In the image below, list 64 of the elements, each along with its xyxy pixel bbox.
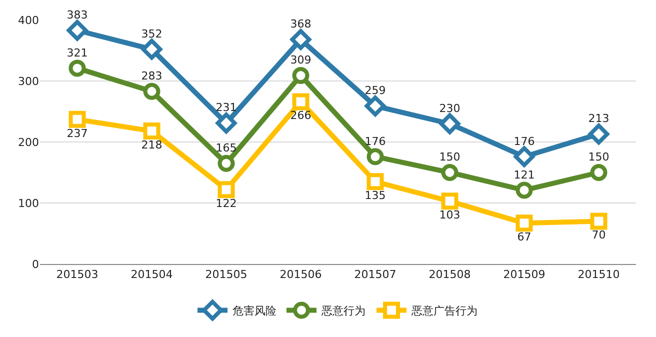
data-label: 230: [439, 102, 460, 115]
point: [143, 82, 160, 100]
data-label: 70: [592, 228, 606, 242]
data-label: 150: [588, 150, 610, 164]
x-tick-label: 201509: [503, 268, 546, 282]
point: [516, 182, 533, 199]
point: [590, 164, 608, 181]
data-label: 176: [364, 134, 386, 148]
y-tick-label: 200: [18, 136, 39, 149]
y-tick-label: 400: [18, 14, 39, 27]
y-tick-label: 300: [18, 74, 39, 88]
data-label: 67: [517, 230, 532, 244]
point: [292, 93, 310, 110]
point: [292, 67, 310, 84]
point: [68, 60, 86, 77]
legend-label: 恶意行为: [320, 304, 366, 318]
legend-label: 危害风险: [232, 304, 276, 318]
data-label: 237: [66, 126, 88, 140]
x-tick-label: 201510: [578, 268, 620, 282]
point: [218, 154, 235, 172]
data-label: 213: [588, 112, 610, 126]
point: [66, 20, 88, 41]
data-label: 368: [290, 18, 312, 31]
data-label: 321: [66, 46, 88, 60]
point: [441, 192, 458, 210]
point: [141, 38, 162, 60]
data-label: 103: [439, 208, 460, 222]
point: [516, 214, 533, 232]
point: [590, 212, 608, 230]
x-tick-label: 201506: [280, 268, 322, 282]
x-tick-label: 201505: [205, 268, 248, 282]
data-label: 121: [514, 168, 535, 182]
data-label: 135: [364, 189, 386, 202]
point: [216, 112, 237, 134]
x-tick-label: 201507: [354, 268, 396, 282]
data-label: 218: [141, 138, 162, 152]
data-label: 266: [290, 109, 312, 122]
data-label: 352: [141, 27, 162, 40]
point: [68, 110, 86, 128]
data-label: 231: [216, 101, 237, 114]
x-tick-label: 201503: [56, 268, 98, 282]
point: [588, 124, 610, 145]
point: [218, 181, 235, 198]
point: [290, 29, 312, 50]
y-tick-label: 0: [32, 258, 39, 271]
point: [441, 164, 458, 181]
data-label: 309: [290, 54, 312, 67]
data-label: 259: [364, 84, 386, 98]
legend-label: 恶意广告行为: [410, 304, 478, 318]
data-label: 165: [216, 141, 237, 154]
data-label: 383: [66, 8, 88, 22]
point: [364, 96, 386, 116]
data-label: 122: [216, 196, 237, 210]
y-tick-label: 100: [18, 196, 39, 210]
x-tick-label: 201504: [130, 268, 173, 282]
point: [366, 173, 384, 190]
data-label: 176: [514, 134, 535, 148]
data-label: 283: [141, 69, 162, 82]
point: [366, 148, 384, 166]
point: [514, 146, 535, 168]
point: [143, 122, 160, 140]
data-label: 150: [439, 150, 460, 164]
point: [439, 113, 460, 134]
x-tick-label: 201508: [428, 268, 471, 282]
